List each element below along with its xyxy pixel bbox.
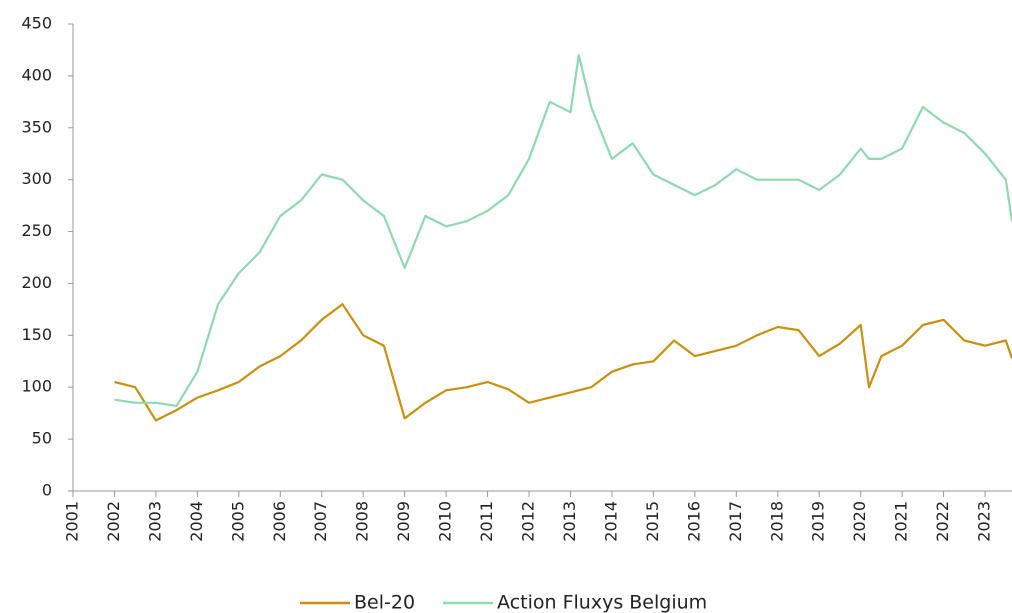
x-tick-label: 2009: [394, 501, 413, 542]
x-tick-label: 2019: [809, 501, 828, 542]
x-tick-label: 2011: [477, 501, 496, 542]
y-tick-label: 200: [21, 273, 52, 292]
x-tick-label: 2004: [187, 501, 206, 542]
y-tick-label: 250: [21, 221, 52, 240]
x-tick-label: 2012: [519, 501, 538, 542]
x-tick-label: 2023: [975, 501, 994, 542]
y-tick-label: 350: [21, 117, 52, 136]
x-tick-label: 2015: [643, 501, 662, 542]
x-tick-label: 2020: [850, 501, 869, 542]
x-tick-label: 2021: [892, 501, 911, 542]
x-tick-label: 2001: [63, 501, 82, 542]
y-tick-label: 300: [21, 169, 52, 188]
y-tick-label: 450: [21, 14, 52, 33]
series-line: [114, 53, 1012, 407]
x-tick-label: 2018: [767, 501, 786, 542]
x-tick-label: 2003: [145, 501, 164, 542]
y-tick-label: 100: [21, 377, 52, 396]
x-tick-label: 2007: [311, 501, 330, 542]
x-tick-label: 2002: [104, 501, 123, 542]
legend-label: Bel-20: [354, 592, 415, 613]
x-tick-label: 2013: [560, 501, 579, 542]
y-tick-label: 0: [42, 481, 52, 500]
legend-label: Action Fluxys Belgium: [497, 592, 707, 613]
x-tick-label: 2017: [726, 501, 745, 542]
x-tick-label: 2022: [933, 501, 952, 542]
y-tick-label: 50: [32, 429, 52, 448]
x-tick-label: 2014: [601, 501, 620, 542]
x-tick-label: 2006: [270, 501, 289, 542]
x-tick-label: 2016: [684, 501, 703, 542]
y-tick-label: 400: [21, 65, 52, 84]
x-tick-label: 2010: [436, 501, 455, 542]
y-tick-label: 150: [21, 325, 52, 344]
x-tick-label: 2005: [228, 501, 247, 542]
x-tick-label: 2008: [353, 501, 372, 542]
series-line: [114, 303, 1012, 422]
